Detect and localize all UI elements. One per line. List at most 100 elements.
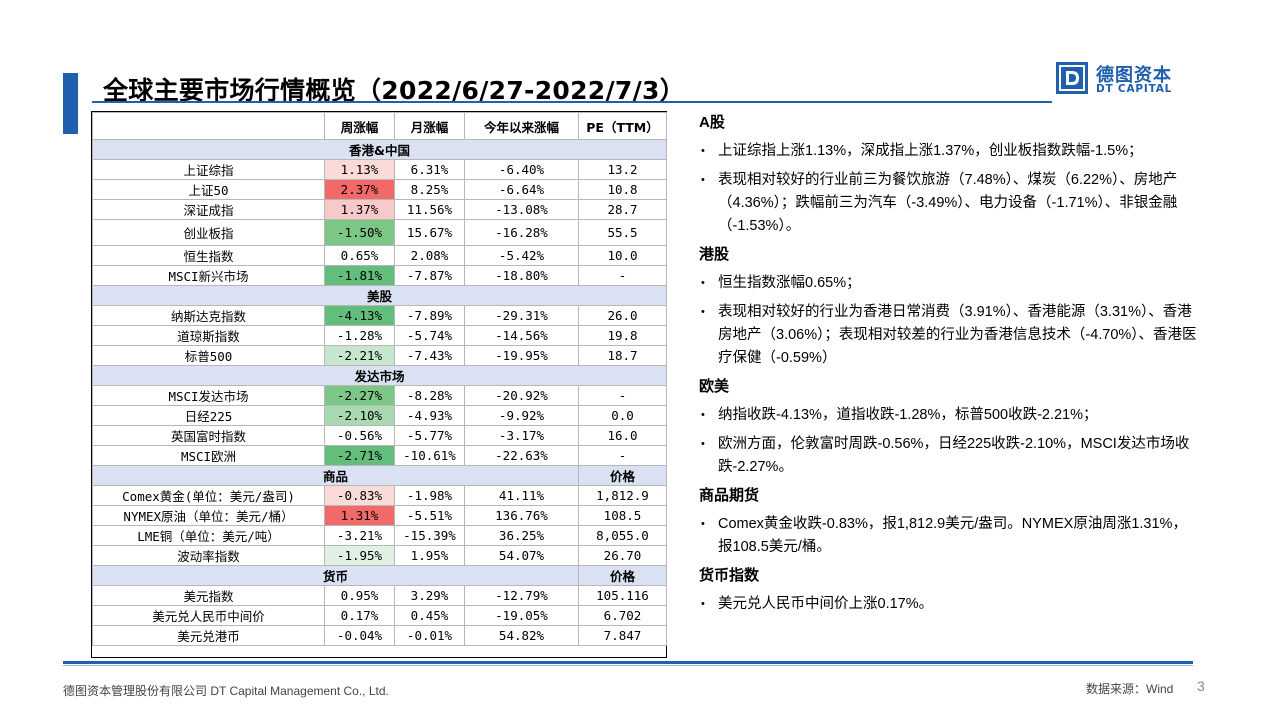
cell-ytd-change: -19.05%: [464, 605, 579, 626]
commentary-bullet-text: Comex黄金收跌-0.83%，报1,812.9美元/盎司。NYMEX原油周涨1…: [718, 516, 1187, 555]
cell-month-change: -4.93%: [394, 405, 465, 426]
commentary-section-heading: A股: [699, 114, 725, 131]
cell-week-change: -3.21%: [324, 525, 395, 546]
commentary-bullet: • 表现相对较好的行业前三为餐饮旅游（7.48%）、煤炭（6.22%）、房地产（4…: [699, 169, 1199, 238]
cell-name: NYMEX原油（单位：美元/桶）: [92, 505, 325, 526]
table-row: 恒生指数 0.65% 2.08% -5.42% 10.0: [92, 245, 667, 266]
cell-pe-or-price: 0.0: [578, 405, 667, 426]
commentary-bullet-text: 美元兑人民币中间价上涨0.17%。: [718, 596, 934, 612]
market-overview-table: 周涨幅 月涨幅 今年以来涨幅 PE（TTM） 香港&中国 上证综指 1.13% 6.3…: [91, 111, 667, 658]
table-row: 创业板指 -1.50% 15.67% -16.28% 55.5: [92, 219, 667, 246]
cell-week-change: -1.28%: [324, 325, 395, 346]
cell-week-change: -0.04%: [324, 625, 395, 646]
cell-month-change: -7.43%: [394, 345, 465, 366]
cell-name: MSCI发达市场: [92, 385, 325, 406]
cell-week-change: -1.95%: [324, 545, 395, 566]
cell-ytd-change: 41.11%: [464, 485, 579, 506]
footer-source: 数据来源：Wind: [1086, 682, 1174, 696]
cell-ytd-change: -13.08%: [464, 199, 579, 220]
section-title: 货币: [92, 565, 579, 586]
table-row: NYMEX原油（单位：美元/桶） 1.31% -5.51% 136.76% 108.5: [92, 505, 667, 526]
commentary-bullet-text: 纳指收跌-4.13%，道指收跌-1.28%，标普500收跌-2.21%；: [718, 407, 1098, 423]
cell-week-change: -2.71%: [324, 445, 395, 466]
cell-pe-or-price: 26.70: [578, 545, 667, 566]
cell-week-change: 2.37%: [324, 179, 395, 200]
page-title: 全球主要市场行情概览（2022/6/27-2022/7/3）: [103, 76, 686, 105]
cell-week-change: -2.21%: [324, 345, 395, 366]
cell-pe-or-price: 8,055.0: [578, 525, 667, 546]
table-row: 美元指数 0.95% 3.29% -12.79% 105.116: [92, 585, 667, 606]
table-row: 道琼斯指数 -1.28% -5.74% -14.56% 19.8: [92, 325, 667, 346]
bullet-dot-icon: •: [701, 145, 705, 157]
cell-month-change: -7.89%: [394, 305, 465, 326]
cell-ytd-change: -5.42%: [464, 245, 579, 266]
cell-month-change: -10.61%: [394, 445, 465, 466]
cell-month-change: -15.39%: [394, 525, 465, 546]
cell-ytd-change: 136.76%: [464, 505, 579, 526]
commentary-bullet: • 上证综指上涨1.13%，深成指上涨1.37%，创业板指数跌幅-1.5%；: [699, 140, 1199, 163]
table-row: 标普500 -2.21% -7.43% -19.95% 18.7: [92, 345, 667, 366]
commentary-section-heading: 货币指数: [699, 567, 760, 584]
cell-ytd-change: 54.82%: [464, 625, 579, 646]
commentary-section-heading: 港股: [699, 246, 730, 263]
table-row: 上证50 2.37% 8.25% -6.64% 10.8: [92, 179, 667, 200]
table-row: LME铜（单位：美元/吨） -3.21% -15.39% 36.25% 8,055.0: [92, 525, 667, 546]
cell-pe-or-price: 26.0: [578, 305, 667, 326]
commentary-bullet-text: 欧洲方面，伦敦富时周跌-0.56%，日经225收跌-2.10%，MSCI发达市场…: [718, 436, 1190, 475]
table-row: 美元兑港币 -0.04% -0.01% 54.82% 7.847: [92, 625, 667, 646]
title-divider: [92, 101, 1052, 103]
cell-ytd-change: -9.92%: [464, 405, 579, 426]
cell-name: 深证成指: [92, 199, 325, 220]
table-row: MSCI发达市场 -2.27% -8.28% -20.92% -: [92, 385, 667, 406]
cell-pe-or-price: -: [578, 385, 667, 406]
table-section-row: 货币 价格: [92, 565, 667, 586]
table-header-row: 周涨幅 月涨幅 今年以来涨幅 PE（TTM）: [92, 112, 667, 140]
cell-ytd-change: -6.40%: [464, 159, 579, 180]
cell-week-change: 1.37%: [324, 199, 395, 220]
cell-pe-or-price: 16.0: [578, 425, 667, 446]
cell-week-change: 0.17%: [324, 605, 395, 626]
cell-month-change: 3.29%: [394, 585, 465, 606]
cell-name: MSCI新兴市场: [92, 265, 325, 286]
cell-month-change: 2.08%: [394, 245, 465, 266]
company-logo: 德图资本 DT CAPITAL: [1056, 60, 1196, 100]
cell-month-change: -0.01%: [394, 625, 465, 646]
section-title: 商品: [92, 465, 579, 486]
cell-month-change: 15.67%: [394, 219, 465, 246]
cell-pe-or-price: 18.7: [578, 345, 667, 366]
cell-ytd-change: 54.07%: [464, 545, 579, 566]
cell-name: 日经225: [92, 405, 325, 426]
cell-name: 上证综指: [92, 159, 325, 180]
cell-name: 英国富时指数: [92, 425, 325, 446]
col-header-month: 月涨幅: [394, 112, 465, 140]
commentary-bullet: • Comex黄金收跌-0.83%，报1,812.9美元/盎司。NYMEX原油周涨…: [699, 513, 1199, 559]
cell-ytd-change: -19.95%: [464, 345, 579, 366]
cell-name: 美元指数: [92, 585, 325, 606]
section-title: 发达市场: [92, 365, 667, 386]
cell-pe-or-price: 55.5: [578, 219, 667, 246]
page-number: 3: [1197, 678, 1205, 694]
table-section-row: 发达市场: [92, 365, 667, 386]
bullet-dot-icon: •: [701, 438, 705, 450]
cell-pe-or-price: 10.8: [578, 179, 667, 200]
table-row: 美元兑人民币中间价 0.17% 0.45% -19.05% 6.702: [92, 605, 667, 626]
commentary-section-heading: 欧美: [699, 378, 730, 395]
cell-month-change: 11.56%: [394, 199, 465, 220]
cell-week-change: -0.83%: [324, 485, 395, 506]
cell-pe-or-price: 10.0: [578, 245, 667, 266]
cell-week-change: -2.27%: [324, 385, 395, 406]
cell-pe-or-price: -: [578, 265, 667, 286]
table-row: Comex黄金(单位：美元/盎司) -0.83% -1.98% 41.11% 1,812…: [92, 485, 667, 506]
table-section-row: 美股: [92, 285, 667, 306]
cell-week-change: -0.56%: [324, 425, 395, 446]
commentary-bullet-text: 表现相对较好的行业为香港日常消费（3.91%）、香港能源（3.31%）、香港房地…: [718, 304, 1197, 366]
cell-name: LME铜（单位：美元/吨）: [92, 525, 325, 546]
cell-month-change: 6.31%: [394, 159, 465, 180]
title-accent-bar: [63, 73, 78, 134]
col-header-pe: PE（TTM）: [578, 112, 667, 140]
cell-month-change: -1.98%: [394, 485, 465, 506]
table-row: 深证成指 1.37% 11.56% -13.08% 28.7: [92, 199, 667, 220]
cell-month-change: -8.28%: [394, 385, 465, 406]
commentary-bullet-text: 表现相对较好的行业前三为餐饮旅游（7.48%）、煤炭（6.22%）、房地产（4.…: [718, 172, 1178, 234]
cell-name: 美元兑人民币中间价: [92, 605, 325, 626]
